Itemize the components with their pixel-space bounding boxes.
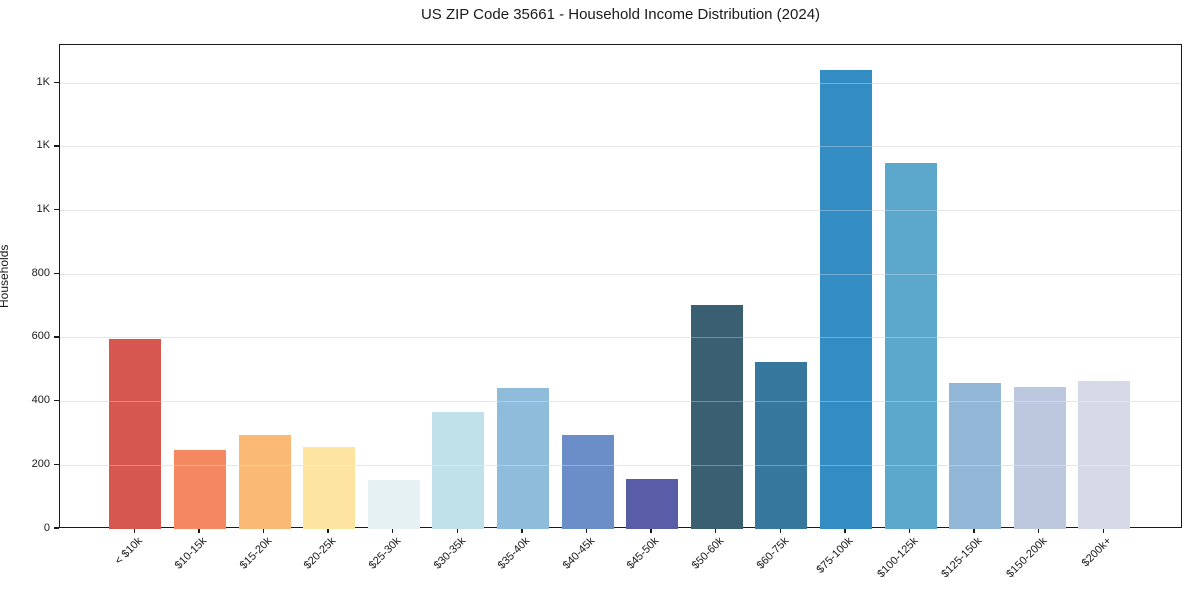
y-tick-mark [54,336,59,338]
gridline-overlay [60,464,1181,466]
x-tick-mark [327,528,329,533]
x-tick-label: $15-20k [237,535,274,572]
bar-$150-200k [1013,387,1066,529]
x-tick-mark [521,528,523,533]
bar-$25-30k [367,479,420,529]
x-tick-label: $75-100k [814,535,856,576]
x-tick-mark [844,528,846,533]
gridline [60,464,1181,466]
x-tick-label: $20-25k [301,535,339,572]
plot-area [59,44,1182,529]
gridline-overlay [60,146,1181,148]
bar-$30-35k [432,411,485,529]
bar-$40-45k [561,434,614,529]
x-tick-label: $150-200k [1003,535,1050,581]
x-tick-label: $60-75k [754,535,791,572]
x-tick-mark [715,528,717,533]
bar-$60-75k [755,362,808,529]
x-tick-mark [1102,528,1104,533]
gridline-overlay [60,82,1181,84]
y-tick-label: 400 [31,394,50,407]
x-tick-mark [262,528,265,533]
x-tick-mark [585,528,588,533]
x-tick-mark [779,528,781,533]
x-tick-mark [908,528,911,533]
y-tick-label: 200 [31,457,50,470]
y-tick-mark [54,81,59,83]
x-tick-mark [456,528,458,533]
y-tick-label: 1K [36,203,50,216]
y-tick-mark [54,399,59,402]
x-tick-label: $100-125k [874,535,920,581]
x-tick-mark [392,528,394,533]
y-tick-label: 800 [31,266,50,279]
gridline [60,273,1181,275]
gridline [60,401,1181,403]
gridline [60,82,1181,84]
x-tick-label: $10-15k [172,535,210,572]
gridline [60,146,1181,148]
x-tick-label: $35-40k [495,535,533,572]
y-axis-label: Households [0,244,12,308]
x-tick-mark [133,528,135,533]
x-tick-label: $25-30k [366,535,404,572]
y-tick-label: 1K [36,75,50,88]
x-tick-mark [1038,528,1040,533]
y-tick-label: 0 [43,521,50,534]
x-tick-label: $200k+ [1079,535,1114,570]
bar-$45-50k [626,478,679,529]
x-tick-label: $125-150k [939,535,985,581]
chart-title: US ZIP Code 35661 - Household Income Dis… [420,6,821,23]
gridline-overlay [60,273,1181,275]
y-tick-label: 1K [36,139,50,152]
bar-$200k+ [1078,380,1131,529]
x-tick-label: $30-35k [431,535,468,572]
gridline [60,337,1181,339]
x-tick-mark [198,528,200,533]
y-tick-mark [54,463,59,465]
bar-$35-40k [496,387,549,529]
x-tick-mark [973,528,975,533]
x-tick-label: $45-50k [624,535,662,572]
gridline-overlay [60,401,1181,403]
gridline-overlay [60,210,1181,212]
y-tick-label: 600 [31,330,50,343]
x-tick-label: < $10k [112,535,145,568]
y-tick-mark [54,145,59,147]
x-tick-label: $40-45k [560,535,597,572]
bar-$10-15k [173,450,226,529]
gridline [60,210,1181,212]
bar-$100-125k [884,162,937,529]
bar-$50-60k [690,304,743,529]
bar-< $10k [109,338,162,529]
bar-$75-100k [819,69,872,529]
y-tick-mark [54,208,59,211]
y-tick-mark [54,527,59,529]
gridline-overlay [60,337,1181,339]
y-tick-mark [54,272,59,274]
bar-$15-20k [238,434,291,529]
bar-$125-150k [949,382,1002,529]
x-tick-mark [650,528,652,533]
x-tick-label: $50-60k [689,535,727,572]
bar-$20-25k [303,447,356,529]
